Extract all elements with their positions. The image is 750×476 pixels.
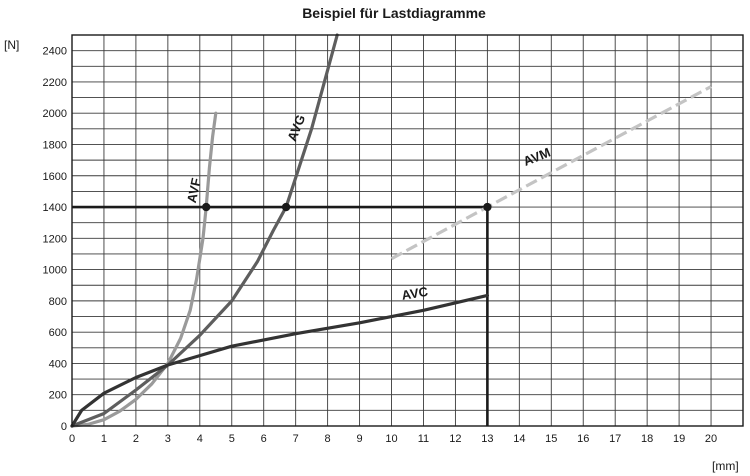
reference-points [202, 202, 492, 212]
x-tick-label: 4 [197, 433, 203, 445]
x-tick-label: 10 [385, 433, 397, 445]
x-tick-label: 6 [261, 433, 267, 445]
series-line-avg [70, 33, 339, 428]
x-tick-label: 19 [673, 433, 685, 445]
x-tick-label: 7 [293, 433, 299, 445]
x-tick-label: 16 [577, 433, 589, 445]
y-tick-label: 1000 [43, 265, 67, 277]
reference-point [281, 202, 291, 212]
x-tick-label: 20 [705, 433, 717, 445]
x-tick-label: 3 [165, 433, 171, 445]
grid [72, 35, 743, 426]
y-tick-label: 2400 [43, 46, 67, 58]
x-tick-label: 13 [481, 433, 493, 445]
y-tick-label: 600 [49, 327, 67, 339]
x-tick-label: 12 [449, 433, 461, 445]
y-tick-label: 0 [61, 421, 67, 433]
x-tick-labels: 0 1 2 3 4 5 6 7 8 9 10 11 12 13 14 15 16 17 18 19 20 [69, 433, 717, 445]
x-tick-label: 18 [641, 433, 653, 445]
reference-point [483, 202, 492, 212]
y-axis-label: [N] [4, 38, 19, 52]
x-tick-label: 2 [133, 433, 139, 445]
x-tick-label: 9 [357, 433, 363, 445]
x-tick-label: 11 [418, 433, 429, 445]
x-axis-label: [mm] [712, 459, 739, 473]
series-line-avf [70, 111, 218, 428]
y-tick-labels: 0 200 400 600 800 1000 1200 1400 1600 1800 2000 220… [43, 46, 67, 433]
plot-frame [71, 34, 744, 427]
y-tick-label: 200 [49, 390, 67, 402]
y-tick-label: 2200 [43, 77, 67, 89]
series-line-avc [70, 293, 489, 428]
series-label-avm: AVM [521, 145, 553, 169]
series-label-avc: AVC [401, 284, 430, 303]
y-tick-label: 400 [49, 358, 67, 370]
reference-lines [72, 205, 489, 426]
series-label-avg: AVG [284, 113, 308, 144]
y-tick-label: 1200 [43, 233, 67, 245]
x-tick-label: 17 [609, 433, 621, 445]
reference-point [202, 202, 211, 212]
y-tick-label: 1800 [43, 139, 67, 151]
x-tick-label: 14 [513, 433, 525, 445]
chart-title: Beispiel für Lastdiagramme [302, 5, 486, 21]
y-tick-label: 2000 [43, 108, 67, 120]
x-tick-label: 5 [229, 433, 235, 445]
series-label-avf: AVF [184, 177, 204, 205]
x-tick-label: 15 [545, 433, 557, 445]
y-tick-label: 800 [49, 296, 67, 308]
y-tick-label: 1600 [43, 171, 67, 183]
plot-area-border [71, 34, 744, 427]
y-tick-label: 1400 [43, 202, 67, 214]
x-tick-label: 8 [325, 433, 331, 445]
x-tick-label: 1 [101, 433, 107, 445]
x-tick-label: 0 [69, 433, 75, 445]
